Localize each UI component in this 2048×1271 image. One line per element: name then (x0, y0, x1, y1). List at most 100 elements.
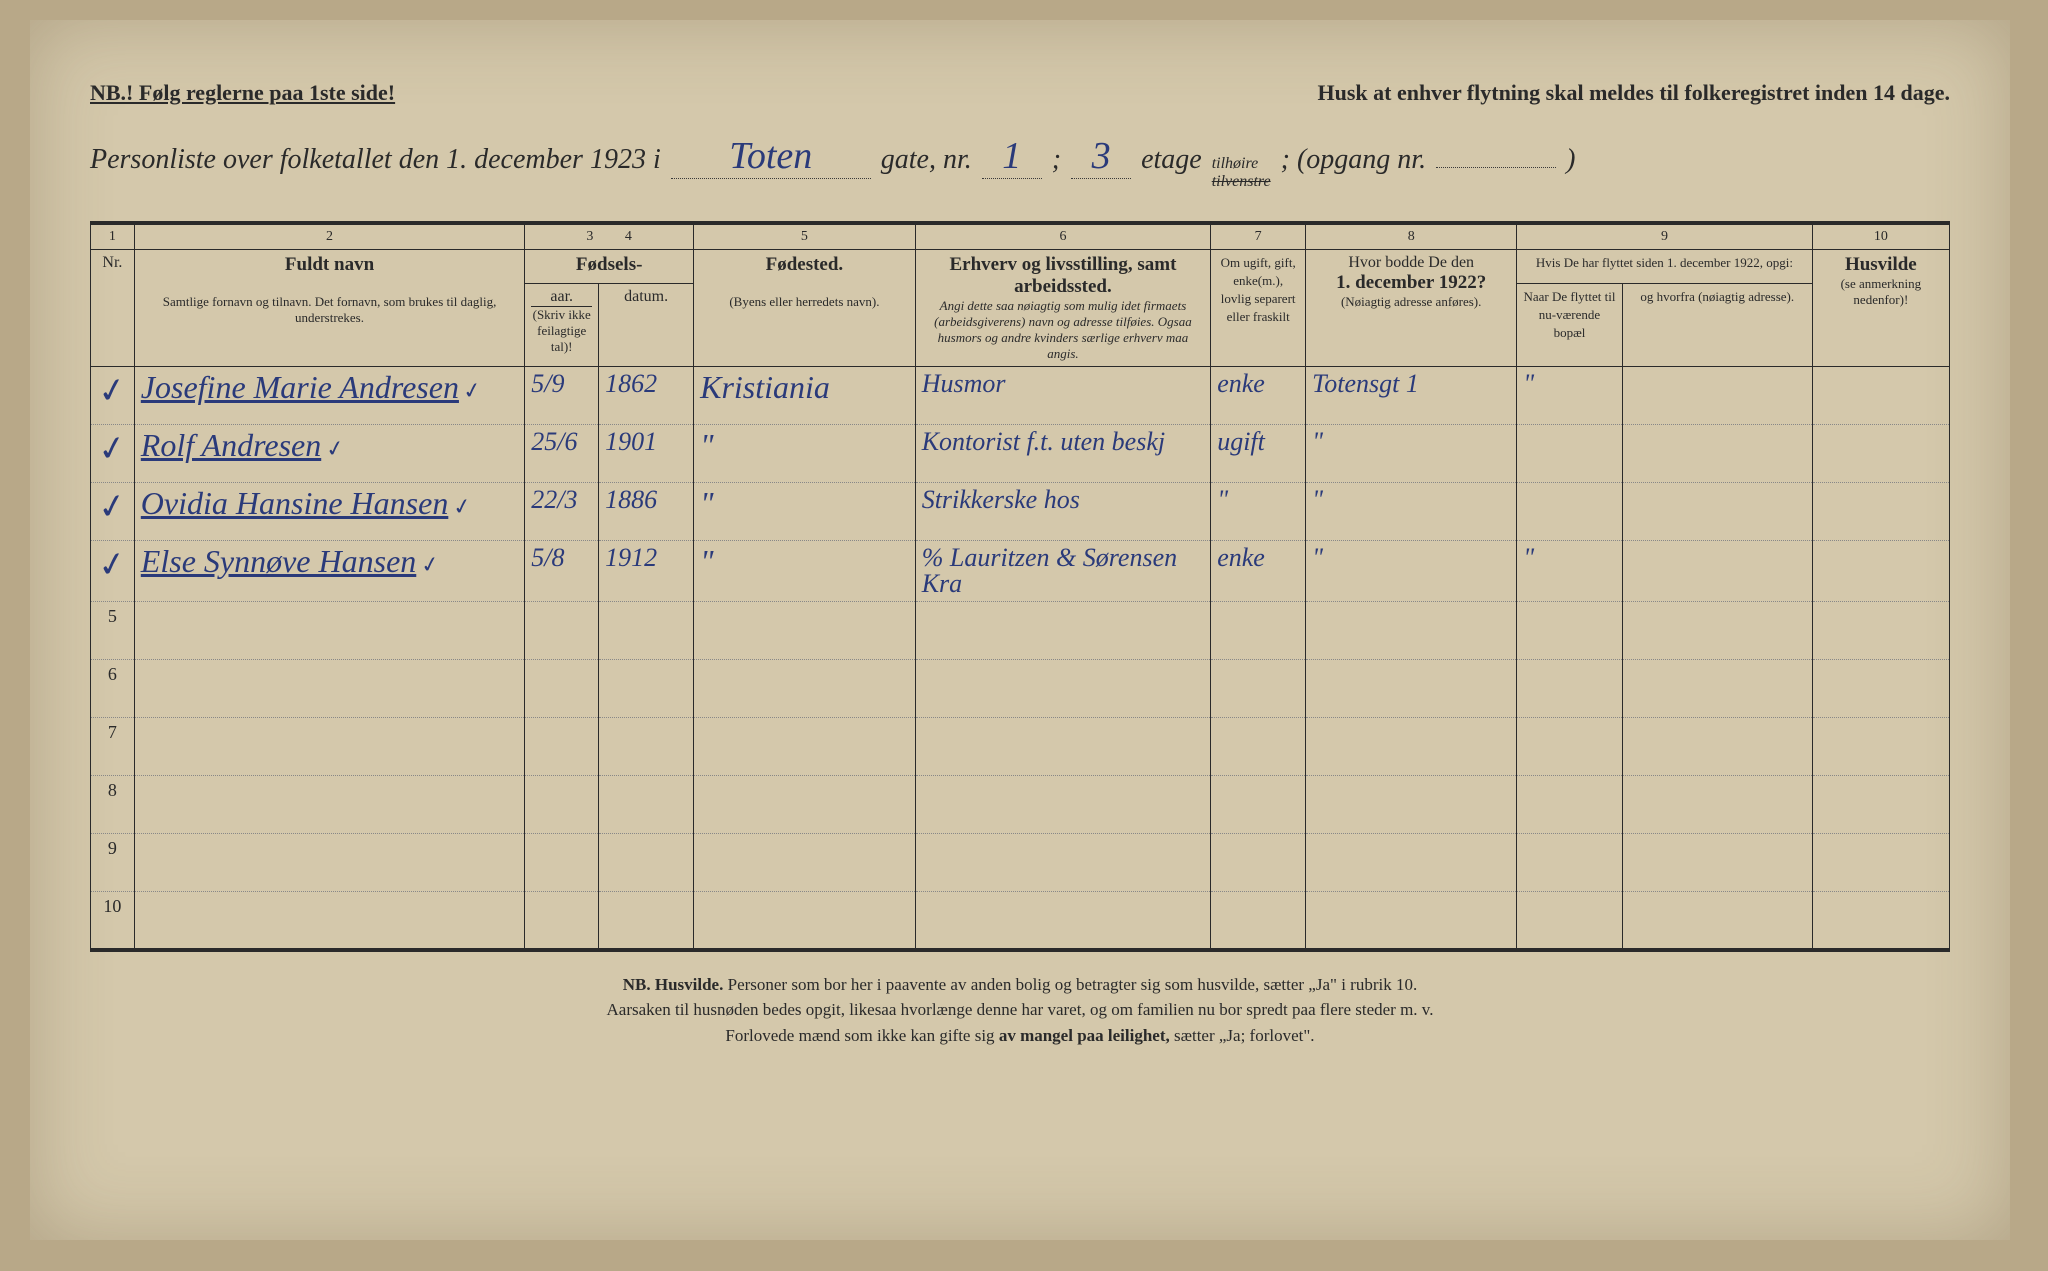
marital-status: enke (1217, 369, 1265, 398)
colnum-8: 8 (1306, 223, 1517, 250)
hdr-aar: aar. (Skriv ikke feilagtige tal)! (525, 283, 599, 366)
cell-status (1211, 718, 1306, 776)
cell-name: Else Synnøve Hansen ✓ (134, 541, 524, 602)
cell-year (599, 892, 694, 950)
colnum-1: 1 (91, 223, 135, 250)
street-fill: Toten (671, 134, 871, 179)
prev-address: " (1312, 427, 1323, 456)
cell-day: 5/9 (525, 367, 599, 425)
table-row: 8 (91, 776, 1950, 834)
tilheire: tilhøire (1212, 155, 1259, 172)
cell-status (1211, 892, 1306, 950)
table-row: ✓Rolf Andresen ✓25/6 1901 " Kontorist f.t. … (91, 425, 1950, 483)
semicolon: ; (1052, 144, 1061, 176)
cell-husvilde (1812, 718, 1949, 776)
table-row: ✓Else Synnøve Hansen ✓5/81912"% Lauritze… (91, 541, 1950, 602)
cell-hvorfra (1622, 367, 1812, 425)
cell-erhverv (915, 602, 1210, 660)
cell-name (134, 834, 524, 892)
cell-bodde (1306, 602, 1517, 660)
cell-day: 22/3 (525, 483, 599, 541)
moved-when: " (1523, 543, 1534, 572)
cell-husvilde (1812, 425, 1949, 483)
table-body: ✓Josefine Marie Andresen ✓5/91862Kristia… (91, 367, 1950, 950)
cell-erhverv (915, 892, 1210, 950)
cell-place (694, 834, 916, 892)
cell-place (694, 602, 916, 660)
cell-husvilde (1812, 776, 1949, 834)
cell-erhverv (915, 834, 1210, 892)
cell-day (525, 602, 599, 660)
birth-day: 25/6 (531, 427, 577, 456)
cell-erhverv (915, 660, 1210, 718)
cell-hvorfra (1622, 776, 1812, 834)
cell-name (134, 718, 524, 776)
nb-follow-rules: NB.! Følg reglerne paa 1ste side! (90, 80, 395, 106)
cell-day (525, 776, 599, 834)
cell-naar (1517, 602, 1623, 660)
content-area: NB.! Følg reglerne paa 1ste side! Husk a… (30, 20, 2010, 1088)
name-mark-icon: ✓ (419, 551, 442, 580)
cell-husvilde (1812, 892, 1949, 950)
cell-place: " (694, 425, 916, 483)
birthplace: Kristiania (700, 369, 830, 405)
birthplace: " (700, 485, 713, 521)
person-name: Ovidia Hansine Hansen (141, 485, 449, 521)
cell-hvorfra (1622, 892, 1812, 950)
title-prefix: Personliste over folketallet den 1. dece… (90, 144, 661, 176)
row-nr: 5 (91, 602, 135, 660)
prev-address: " (1312, 543, 1323, 572)
cell-name (134, 776, 524, 834)
cell-naar: " (1517, 541, 1623, 602)
cell-husvilde (1812, 541, 1949, 602)
cell-erhverv: % Lauritzen & Sørensen Kra (915, 541, 1210, 602)
person-name: Rolf Andresen (141, 427, 321, 463)
cell-year (599, 776, 694, 834)
hdr-ugift: Om ugift, gift, enke(m.), lovlig separer… (1211, 250, 1306, 367)
cell-hvorfra (1622, 660, 1812, 718)
cell-husvilde (1812, 367, 1949, 425)
birth-day: 22/3 (531, 485, 577, 514)
cell-day: 25/6 (525, 425, 599, 483)
cell-year: 1862 (599, 367, 694, 425)
table-row: 5 (91, 602, 1950, 660)
cell-bodde: " (1306, 483, 1517, 541)
birth-year: 1901 (605, 427, 657, 456)
hdr-erhverv: Erhverv og livsstilling, samt arbeidsste… (915, 250, 1210, 367)
occupation: Kontorist f.t. uten beskj (922, 427, 1165, 456)
hdr-hvorfra: og hvorfra (nøiagtig adresse). (1622, 283, 1812, 366)
marital-status: ugift (1217, 427, 1265, 456)
cell-naar (1517, 660, 1623, 718)
cell-name: Josefine Marie Andresen ✓ (134, 367, 524, 425)
cell-day (525, 892, 599, 950)
hdr-flyttet: Hvis De har flyttet siden 1. december 19… (1517, 250, 1812, 284)
cell-status (1211, 776, 1306, 834)
cell-place (694, 718, 916, 776)
cell-hvorfra (1622, 483, 1812, 541)
table-row: ✓Josefine Marie Andresen ✓5/91862 Kristia… (91, 367, 1950, 425)
check-icon: ✓ (95, 427, 130, 471)
cell-status: " (1211, 483, 1306, 541)
table-row: 6 (91, 660, 1950, 718)
colnum-3-4: 3 4 (525, 223, 694, 250)
cell-status (1211, 602, 1306, 660)
moved-when: " (1523, 369, 1534, 398)
cell-naar (1517, 425, 1623, 483)
cell-year (599, 660, 694, 718)
column-number-row: 1 2 3 4 5 6 7 8 9 10 (91, 223, 1950, 250)
cell-status: enke (1211, 541, 1306, 602)
etage-label: etage (1141, 144, 1202, 176)
birth-year: 1862 (605, 369, 657, 398)
cell-hvorfra (1622, 834, 1812, 892)
check-icon: ✓ (95, 369, 130, 413)
cell-day (525, 834, 599, 892)
birthplace: " (700, 427, 713, 463)
cell-year: 1886 (599, 483, 694, 541)
cell-name: Rolf Andresen ✓ (134, 425, 524, 483)
title-line: Personliste over folketallet den 1. dece… (90, 134, 1950, 191)
row-nr: ✓ (91, 425, 135, 483)
cell-naar (1517, 483, 1623, 541)
cell-naar (1517, 718, 1623, 776)
birth-day: 5/8 (531, 543, 564, 572)
row-nr: ✓ (91, 367, 135, 425)
